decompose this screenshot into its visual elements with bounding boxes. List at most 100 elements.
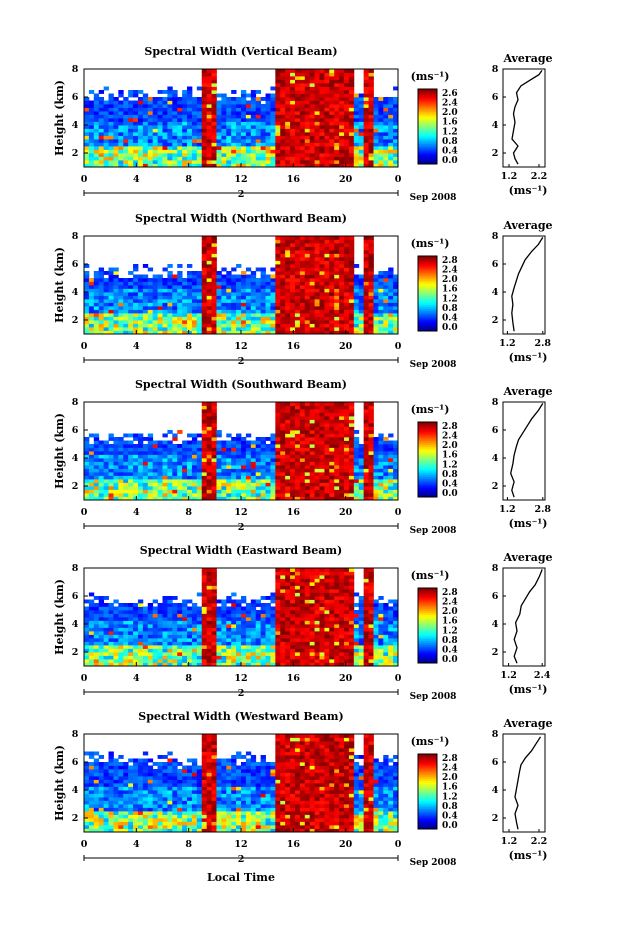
heatmap-cell bbox=[294, 306, 301, 310]
heatmap-cell bbox=[187, 264, 193, 268]
heatmap-cell bbox=[393, 486, 399, 490]
colorbar-segment bbox=[418, 98, 437, 101]
heatmap-cell bbox=[348, 426, 355, 431]
heatmap-cell bbox=[344, 253, 350, 258]
heatmap-cell bbox=[314, 278, 320, 282]
heatmap-cell bbox=[182, 634, 188, 639]
heatmap-cell bbox=[373, 458, 379, 462]
heatmap-cell bbox=[98, 139, 105, 143]
heatmap-cell bbox=[221, 160, 227, 164]
colorbar-segment bbox=[418, 119, 437, 122]
heatmap-cell bbox=[393, 320, 399, 324]
heatmap-cell bbox=[108, 156, 114, 161]
heatmap-cell bbox=[231, 90, 237, 94]
heatmap-cell bbox=[314, 139, 320, 143]
heatmap-cell bbox=[373, 278, 379, 282]
heatmap-cell bbox=[393, 468, 399, 473]
colorbar-segment bbox=[418, 306, 437, 310]
heatmap-cell bbox=[290, 163, 296, 168]
heatmap-cell bbox=[275, 260, 281, 265]
heatmap-cell bbox=[314, 489, 320, 494]
heatmap-cell bbox=[103, 118, 109, 122]
heatmap-cell bbox=[368, 246, 374, 251]
heatmap-cell bbox=[93, 613, 100, 618]
colorbar-segment bbox=[418, 482, 437, 485]
heatmap-cell bbox=[285, 472, 291, 476]
chart-panel-4: Spectral Width (Eastward Beam)2468Height… bbox=[53, 544, 553, 702]
heatmap-cell bbox=[182, 281, 188, 286]
heatmap-cell bbox=[388, 323, 394, 328]
heatmap-cell bbox=[211, 316, 217, 321]
heatmap-cell bbox=[187, 299, 193, 303]
heatmap-cell bbox=[133, 323, 139, 328]
heatmap-cell bbox=[393, 285, 399, 289]
heatmap-cell bbox=[191, 468, 198, 473]
colorbar bbox=[418, 256, 437, 332]
heatmap-cell bbox=[304, 264, 311, 268]
heatmap-cell bbox=[191, 472, 198, 476]
heatmap-cell bbox=[123, 146, 129, 150]
heatmap-cell bbox=[103, 320, 109, 324]
heatmap-cell bbox=[373, 135, 379, 140]
heatmap-cell bbox=[304, 111, 311, 115]
heatmap-cell bbox=[128, 156, 134, 161]
heatmap-cell bbox=[294, 461, 301, 466]
heatmap-cell bbox=[216, 281, 222, 286]
heatmap-cell bbox=[348, 111, 355, 115]
heatmap-cell bbox=[108, 465, 114, 469]
heatmap-cell bbox=[334, 163, 340, 168]
heatmap-cell bbox=[191, 613, 198, 618]
heatmap-cell bbox=[206, 260, 212, 265]
heatmap-cell bbox=[147, 655, 154, 660]
heatmap-cell bbox=[172, 160, 178, 164]
heatmap-cell bbox=[363, 118, 369, 122]
heatmap-cell bbox=[182, 299, 188, 303]
heatmap-cell bbox=[329, 271, 335, 275]
heatmap-cell bbox=[378, 468, 384, 473]
heatmap-cell bbox=[363, 295, 369, 300]
heatmap-cell bbox=[142, 156, 149, 161]
heatmap-cell bbox=[88, 634, 95, 639]
heatmap-cell bbox=[206, 114, 212, 119]
heatmap-cell bbox=[255, 302, 262, 307]
heatmap-cell bbox=[147, 132, 154, 136]
heatmap-cell bbox=[275, 292, 281, 296]
heatmap-cell bbox=[285, 489, 291, 494]
heatmap-cell bbox=[137, 437, 144, 441]
heatmap-cell bbox=[123, 139, 129, 143]
heatmap-cell bbox=[231, 156, 237, 161]
heatmap-cell bbox=[167, 132, 173, 136]
heatmap-cell bbox=[324, 253, 330, 258]
heatmap-cell bbox=[275, 461, 281, 466]
heatmap-cell bbox=[128, 278, 134, 282]
heatmap-cell bbox=[147, 659, 154, 663]
heatmap-cell bbox=[147, 292, 154, 296]
heatmap-cell bbox=[260, 111, 266, 115]
heatmap-cell bbox=[348, 135, 355, 140]
heatmap-cell bbox=[329, 493, 335, 497]
heatmap-cell bbox=[216, 163, 222, 168]
heatmap-cell bbox=[290, 121, 296, 126]
heatmap-cell bbox=[187, 638, 193, 642]
heatmap-cell bbox=[128, 472, 134, 476]
heatmap-cell bbox=[290, 479, 296, 483]
heatmap-cell bbox=[191, 118, 198, 122]
heatmap-cell bbox=[265, 100, 271, 105]
heatmap-cell bbox=[133, 90, 139, 94]
heatmap-cell bbox=[103, 444, 109, 448]
heatmap-cell bbox=[113, 479, 119, 483]
heatmap-cell bbox=[93, 617, 100, 621]
heatmap-cell bbox=[285, 493, 291, 497]
heatmap-cell bbox=[113, 606, 119, 611]
heatmap-cell bbox=[368, 444, 374, 448]
heatmap-cell bbox=[211, 295, 217, 300]
heatmap-cell bbox=[147, 295, 154, 300]
heatmap-cell bbox=[285, 475, 291, 480]
heatmap-cell bbox=[142, 121, 149, 126]
heatmap-cell bbox=[201, 118, 208, 122]
heatmap-cell bbox=[167, 160, 173, 164]
heatmap-cell bbox=[182, 648, 188, 653]
heatmap-cell bbox=[206, 128, 212, 133]
heatmap-cell bbox=[363, 486, 369, 490]
heatmap-cell bbox=[137, 624, 144, 628]
